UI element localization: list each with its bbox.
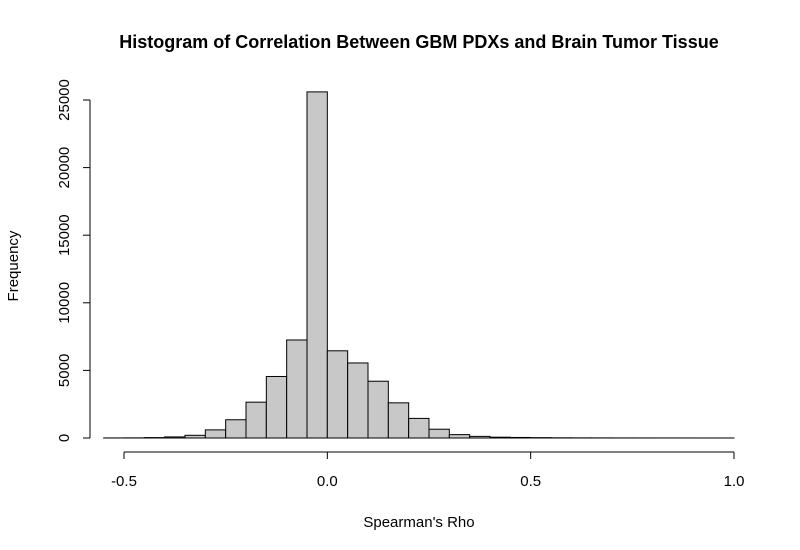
bars-group: [103, 91, 735, 439]
x-tick-label: 0.5: [520, 473, 541, 490]
histogram-bar: [367, 380, 389, 439]
histogram-bar: [225, 419, 247, 439]
y-tick-label: 10000: [56, 282, 73, 324]
histogram-bar: [286, 339, 308, 439]
histogram-bar: [326, 350, 349, 439]
histogram-bar: [245, 401, 267, 439]
y-tick-label: 0: [56, 434, 73, 442]
x-tick-label: 0.0: [317, 473, 338, 490]
y-tick-label: 5000: [56, 354, 73, 387]
x-tick-label: -0.5: [111, 473, 137, 490]
histogram-bar: [448, 434, 471, 439]
y-tick-label: 20000: [56, 147, 73, 189]
histogram-bar: [265, 375, 288, 439]
histogram-bar: [347, 362, 369, 439]
x-axis-label: Spearman's Rho: [363, 514, 474, 531]
histogram-bar: [408, 417, 430, 439]
histogram-bar: [489, 436, 511, 439]
y-axis: 0 5000 10000 15000 20000 25000: [56, 79, 91, 442]
histogram-bar: [387, 402, 410, 439]
histogram-bar: [164, 436, 186, 439]
histogram-bar: [428, 428, 450, 439]
chart-title: Histogram of Correlation Between GBM PDX…: [119, 32, 718, 52]
y-tick-label: 25000: [56, 79, 73, 121]
histogram-bar: [306, 91, 328, 439]
histogram-bar: [509, 436, 532, 439]
histogram-bar: [184, 434, 206, 439]
x-axis: -0.5 0.0 0.5 1.0: [111, 451, 745, 490]
y-axis-label: Frequency: [5, 230, 22, 301]
histogram-bar: [469, 435, 491, 439]
histogram-bar: [204, 429, 227, 439]
x-tick-label: 1.0: [724, 473, 745, 490]
y-tick-label: 15000: [56, 214, 73, 256]
